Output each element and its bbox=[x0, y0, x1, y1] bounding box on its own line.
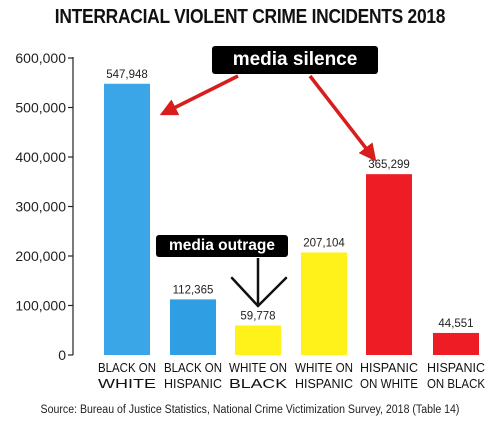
y-tick-label: 400,000 bbox=[15, 149, 66, 165]
y-tick-label: 100,000 bbox=[15, 298, 66, 314]
bar bbox=[235, 325, 281, 355]
bar bbox=[301, 252, 347, 355]
bar-value-label: 59,778 bbox=[240, 310, 275, 322]
arrow-to-hispanic-on-white bbox=[308, 74, 377, 162]
bar-value-label: 547,948 bbox=[106, 69, 148, 81]
bar bbox=[104, 83, 150, 355]
bars bbox=[104, 83, 479, 355]
y-tick-label: 300,000 bbox=[15, 199, 66, 215]
media-silence-callout: media silence bbox=[212, 46, 378, 74]
y-tick-label: 200,000 bbox=[15, 248, 66, 264]
x-axis-labels: BLACK ON WHITE BLACK ON HISPANIC WHITE ON BLA… bbox=[98, 361, 486, 391]
x-tick-label: WHITE ON bbox=[229, 361, 287, 375]
bar bbox=[170, 299, 216, 355]
x-tick-label: BLACK ON bbox=[98, 361, 156, 375]
annotation-arrows bbox=[159, 74, 377, 308]
chart-title: INTERRACIAL VIOLENT CRIME INCIDENTS 2018 bbox=[54, 6, 446, 28]
x-tick-label: BLACK bbox=[229, 377, 288, 391]
bar-value-label: 207,104 bbox=[303, 237, 345, 249]
y-tick-label: 600,000 bbox=[15, 50, 66, 66]
bar-value-label: 365,299 bbox=[368, 159, 410, 171]
bar bbox=[433, 332, 479, 355]
x-tick-label: BLACK ON bbox=[164, 361, 222, 375]
value-labels: 547,948 112,365 59,778 207,104 365,299 44,551 bbox=[106, 69, 473, 330]
x-tick-label: ON BLACK bbox=[427, 377, 486, 391]
x-tick-label: ON WHITE bbox=[360, 377, 418, 391]
x-tick-label: WHITE ON bbox=[295, 361, 353, 375]
x-tick-label: HISPANIC bbox=[427, 361, 485, 375]
y-tick-label: 0 bbox=[58, 347, 66, 363]
arrow-head-outrage bbox=[230, 276, 288, 308]
x-tick-label: WHITE bbox=[98, 377, 156, 391]
arrow-to-black-on-white bbox=[159, 74, 239, 116]
y-axis: 0 100,000 200,000 300,000 400,000 500,000 600,… bbox=[15, 50, 74, 363]
x-tick-label: HISPANIC bbox=[295, 377, 353, 391]
bar-value-label: 112,365 bbox=[173, 284, 214, 296]
bar-value-label: 44,551 bbox=[438, 318, 473, 330]
source-note: Source: Bureau of Justice Statistics, Na… bbox=[40, 404, 460, 416]
media-outrage-callout: media outrage bbox=[156, 235, 288, 257]
bar bbox=[366, 174, 412, 355]
x-tick-label: HISPANIC bbox=[360, 361, 418, 375]
x-tick-label: HISPANIC bbox=[164, 377, 222, 391]
y-tick-label: 500,000 bbox=[15, 100, 66, 116]
